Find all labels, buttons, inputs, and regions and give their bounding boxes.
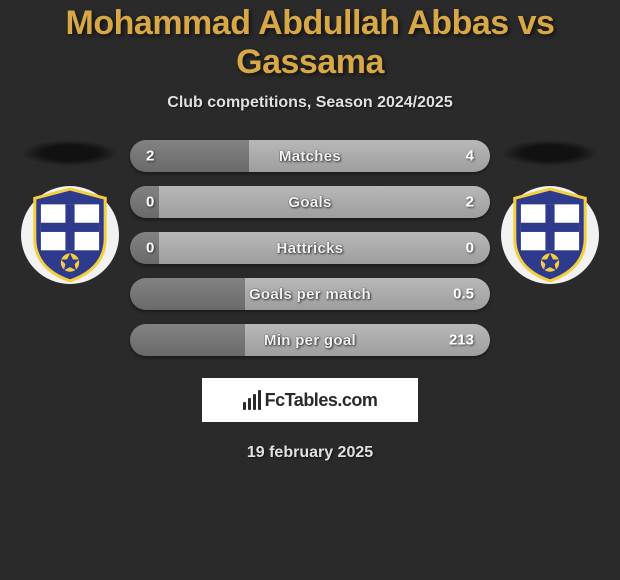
brand-box[interactable]: FcTables.com [202,378,418,422]
stat-row-hattricks: 0 Hattricks 0 [130,232,490,264]
pill-fill-left [130,232,159,264]
stat-row-min-per-goal: Min per goal 213 [130,324,490,356]
stat-label: Goals [288,194,331,211]
stat-value-left: 0 [146,194,154,211]
shield-icon [21,186,119,284]
stat-label: Min per goal [264,332,356,349]
player-left-col [20,140,120,284]
infographic-root: Mohammad Abdullah Abbas vs Gassama Club … [0,0,620,580]
stat-value-right: 0 [466,240,474,257]
stat-value-left: 2 [146,148,154,165]
shield-icon [501,186,599,284]
stat-row-goals: 0 Goals 2 [130,186,490,218]
stat-label: Goals per match [249,286,371,303]
club-badge-right [501,186,599,284]
stats-column: 2 Matches 4 0 Goals 2 0 Hattricks [130,140,490,356]
pill-fill-left [130,278,245,310]
shadow-ellipse [501,140,599,166]
stat-value-right: 0.5 [453,286,474,303]
main-area: 2 Matches 4 0 Goals 2 0 Hattricks [0,140,620,356]
stat-value-left: 0 [146,240,154,257]
chart-icon [243,390,261,410]
pill-fill-left [130,324,245,356]
stat-row-matches: 2 Matches 4 [130,140,490,172]
shadow-ellipse [21,140,119,166]
stat-label: Matches [279,148,341,165]
pill-fill-left [130,186,159,218]
stat-row-goals-per-match: Goals per match 0.5 [130,278,490,310]
page-title: Mohammad Abdullah Abbas vs Gassama [0,4,620,82]
stat-label: Hattricks [277,240,344,257]
stat-value-right: 2 [466,194,474,211]
stat-value-right: 4 [466,148,474,165]
subtitle: Club competitions, Season 2024/2025 [0,94,620,112]
club-badge-left [21,186,119,284]
brand-text: FcTables.com [265,390,378,411]
date-line: 19 february 2025 [0,444,620,462]
stat-value-right: 213 [449,332,474,349]
player-right-col [500,140,600,284]
